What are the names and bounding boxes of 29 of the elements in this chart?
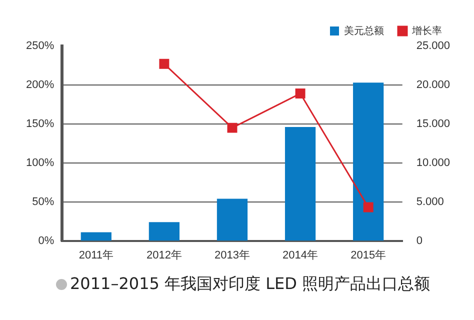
y2-tick-label: 10.000	[416, 156, 450, 169]
bar	[216, 198, 248, 241]
y2-tick-label: 15.000	[416, 118, 450, 130]
y-tick-label: 50%	[32, 196, 54, 208]
point	[159, 58, 170, 69]
y-tick-label: 150%	[26, 118, 54, 130]
bar	[80, 232, 112, 241]
y2-tick-label: 20.000	[416, 78, 450, 91]
y-tick-label: 250%	[26, 40, 54, 52]
y2-tick-label: 0	[416, 234, 422, 247]
bar	[284, 127, 316, 241]
y-tick-label: 200%	[26, 78, 54, 91]
y-tick-label: 100%	[26, 156, 54, 169]
x-tick-label: 2011年	[78, 249, 114, 262]
x-tick-label: 2015年	[350, 249, 386, 262]
y2-tick-label: 25.000	[416, 40, 450, 52]
y2-tick-label: 5.000	[416, 196, 444, 208]
x-tick-label: 2013年	[214, 249, 250, 262]
x-tick-label: 2012年	[146, 249, 182, 262]
bar	[353, 82, 384, 241]
bar	[148, 222, 180, 241]
point	[227, 122, 238, 133]
x-tick-label: 2014年	[282, 249, 318, 262]
legend-label: 美元总额	[344, 24, 384, 37]
text: 2011–2015 年我国对印度 LED 照明产品出口总额	[70, 274, 430, 295]
legend-label: 增长率	[411, 24, 442, 37]
point	[295, 88, 306, 99]
point	[363, 202, 374, 212]
y-tick-label: 0%	[38, 234, 54, 247]
